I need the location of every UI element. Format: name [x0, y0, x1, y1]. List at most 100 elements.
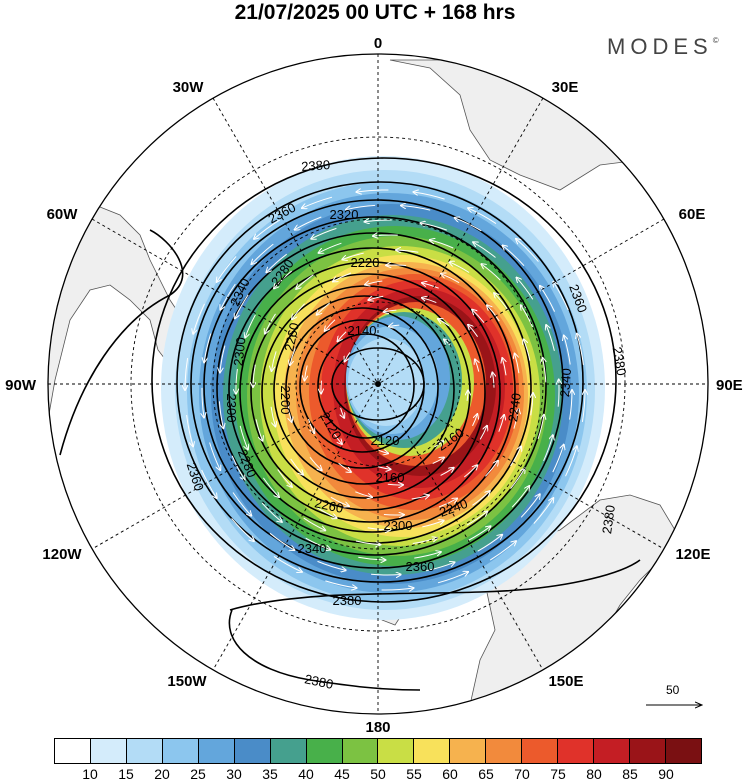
streamline-arrow	[494, 293, 509, 311]
streamline-arrow	[389, 325, 400, 326]
streamline-arrow	[430, 240, 454, 249]
streamline-arrow	[479, 426, 487, 440]
streamline-arrow	[236, 368, 237, 394]
colorbar-swatch	[90, 739, 127, 763]
colorbar-tick-label: 10	[82, 766, 98, 782]
streamline-arrow	[254, 219, 281, 239]
streamline-arrow	[355, 540, 381, 545]
map-title: 21/07/2025 00 UTC + 168 hrs	[234, 1, 516, 24]
streamline-arrow	[325, 580, 356, 588]
streamline-arrow	[290, 458, 303, 475]
streamline-arrow	[411, 495, 429, 499]
contour-label: 2120	[371, 433, 400, 448]
streamline-arrow	[489, 541, 516, 561]
colorbar-tick-label: 45	[334, 766, 350, 782]
lon-label-180: 180	[365, 719, 390, 735]
streamline-arrow	[543, 435, 553, 462]
wind-speed-band	[348, 338, 424, 426]
height-contour	[176, 181, 584, 583]
streamline-arrow	[330, 496, 349, 506]
lon-label-120e: 120E	[675, 546, 710, 563]
colorbar-swatch	[558, 739, 595, 763]
streamline-arrow	[220, 345, 226, 373]
brand-logo: MODES©	[607, 34, 719, 59]
streamline-arrow	[274, 270, 293, 288]
contour-label: 2320	[330, 207, 359, 222]
streamline-arrow	[290, 348, 296, 365]
streamline-arrow	[239, 425, 248, 450]
streamline-arrow	[231, 455, 245, 480]
streamline-arrow	[515, 354, 520, 374]
colorbar-tick-label: 25	[190, 766, 206, 782]
height-contour	[190, 199, 564, 569]
streamline-arrow	[422, 283, 439, 289]
streamline-arrow	[266, 253, 288, 272]
streamline-arrow	[255, 419, 262, 440]
streamline-arrow	[401, 206, 431, 211]
longitude-labels: 0 30E 60E 90E 120E 150E 180 150W 120W 90…	[5, 35, 743, 735]
streamline-arrow	[438, 319, 450, 327]
streamline-arrow	[540, 286, 556, 312]
streamline-arrow	[440, 468, 454, 476]
streamline-arrow	[261, 502, 282, 522]
streamline-arrow	[341, 407, 345, 418]
colorbar-swatch	[594, 739, 630, 763]
colorbar-swatch	[486, 739, 523, 763]
streamline-arrow	[553, 282, 569, 311]
streamline-arrow	[201, 469, 217, 498]
streamline-arrow	[252, 243, 274, 264]
streamline-arrow	[345, 352, 351, 361]
streamline-arrow	[521, 305, 534, 328]
streamline-arrow	[319, 242, 342, 253]
lon-label-60e: 60E	[679, 206, 706, 223]
south-pole-marker	[375, 381, 381, 387]
streamline-arrow	[383, 515, 404, 516]
streamline-arrow	[365, 220, 392, 222]
streamline-arrow	[564, 336, 571, 365]
colorbar-tick-label: 40	[298, 766, 314, 782]
lon-label-90e: 90E	[716, 377, 743, 394]
streamline-arrow	[333, 433, 342, 444]
streamline-arrow	[467, 391, 468, 401]
contour-label: 2140	[348, 323, 377, 338]
contour-label: 2380	[599, 504, 618, 535]
streamline-arrow	[421, 223, 447, 231]
wind-scale-label: 50	[666, 683, 680, 697]
colorbar-tick-label: 60	[442, 766, 458, 782]
streamline-arrow	[485, 461, 498, 477]
streamline-arrow	[472, 414, 478, 427]
streamline-arrow	[517, 278, 534, 300]
streamline-arrow	[498, 415, 504, 432]
contour-label: 2220	[351, 255, 380, 270]
streamline-arrow	[543, 358, 546, 383]
streamline-arrow	[466, 511, 488, 526]
colorbar-tick-label: 65	[478, 766, 494, 782]
colorbar-tick-label: 90	[658, 766, 674, 782]
streamline-arrow	[295, 216, 322, 230]
streamline-arrow	[303, 517, 326, 530]
colorbar-ticks: 10 15 20 25 30 35 40 45 50 55 60 65 70 75 80 85 90	[0, 766, 750, 782]
streamline-arrow	[481, 264, 501, 281]
height-contour	[203, 216, 547, 556]
streamline-arrow	[217, 256, 237, 282]
streamline-arrow	[472, 310, 485, 324]
contour-label: 2200	[278, 386, 293, 415]
streamline-arrow	[533, 498, 553, 524]
streamline-arrow	[449, 262, 470, 273]
contour-2380-south	[229, 559, 641, 611]
contour-2380-far	[228, 609, 421, 691]
streamline-arrow	[272, 351, 277, 371]
contour-label: 2300	[384, 518, 413, 533]
streamline-arrow	[186, 415, 194, 446]
lon-label-30e: 30E	[552, 79, 579, 96]
streamline-arrow	[570, 390, 572, 420]
streamline-arrow	[232, 492, 251, 516]
streamline-arrow	[202, 387, 204, 418]
streamline-arrow	[338, 462, 351, 472]
colorbar-swatch	[55, 739, 91, 763]
streamline-arrow	[468, 325, 479, 337]
colorbar-swatch	[270, 739, 307, 763]
streamline-arrow	[346, 204, 376, 209]
streamline-arrow	[245, 314, 256, 338]
streamline-arrow	[265, 313, 276, 334]
